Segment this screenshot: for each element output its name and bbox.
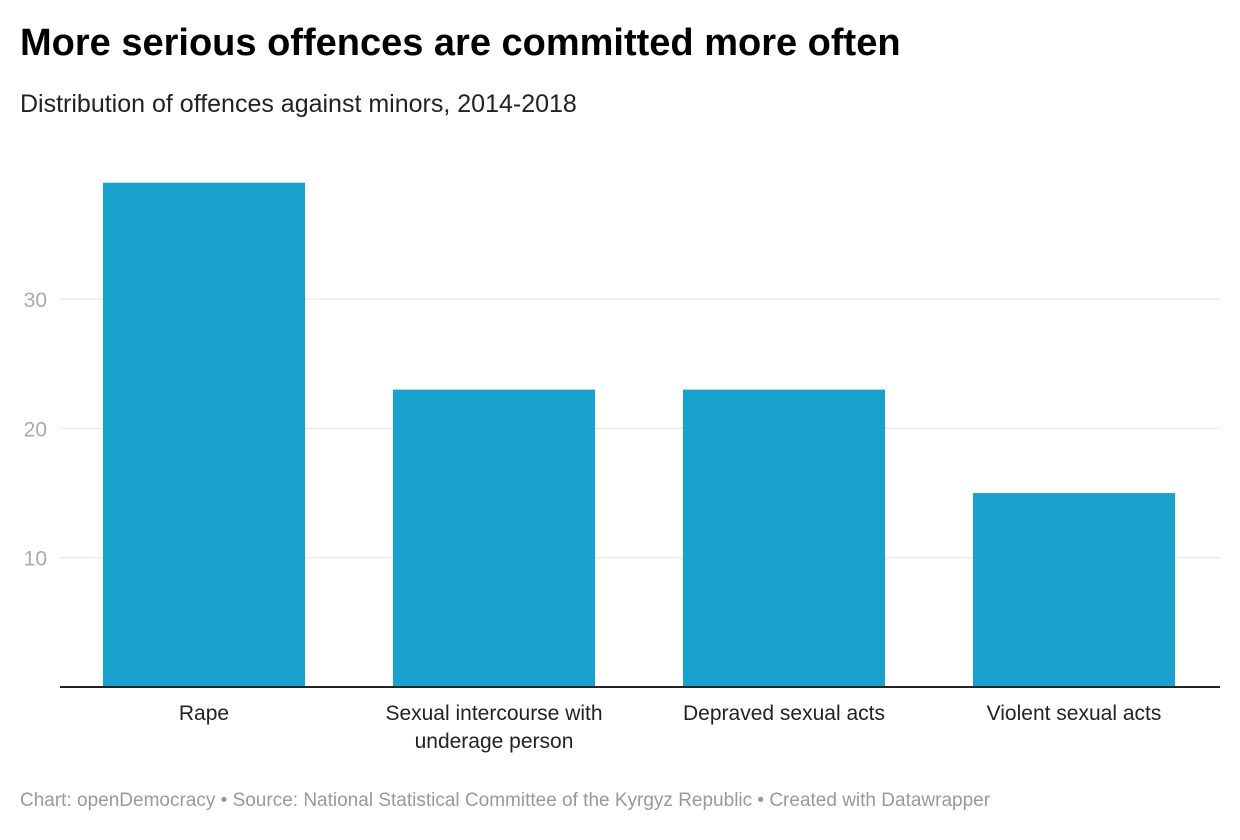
- y-tick-label: 20: [24, 418, 47, 441]
- x-category-label: Rape: [179, 702, 229, 725]
- y-tick-label: 30: [24, 289, 47, 312]
- x-category-label: Violent sexual acts: [987, 702, 1162, 725]
- bar: [973, 493, 1175, 687]
- x-category-label: underage person: [415, 730, 574, 753]
- bar: [393, 389, 595, 687]
- x-category-label: Depraved sexual acts: [683, 702, 885, 725]
- chart-footer: Chart: openDemocracy • Source: National …: [20, 790, 991, 811]
- chart-title: More serious offences are committed more…: [20, 22, 901, 64]
- bar: [103, 182, 305, 688]
- y-tick-label: 10: [24, 548, 47, 571]
- x-category-label: Sexual intercourse with: [385, 702, 602, 725]
- chart-subtitle: Distribution of offences against minors,…: [20, 90, 577, 118]
- bar: [683, 389, 885, 687]
